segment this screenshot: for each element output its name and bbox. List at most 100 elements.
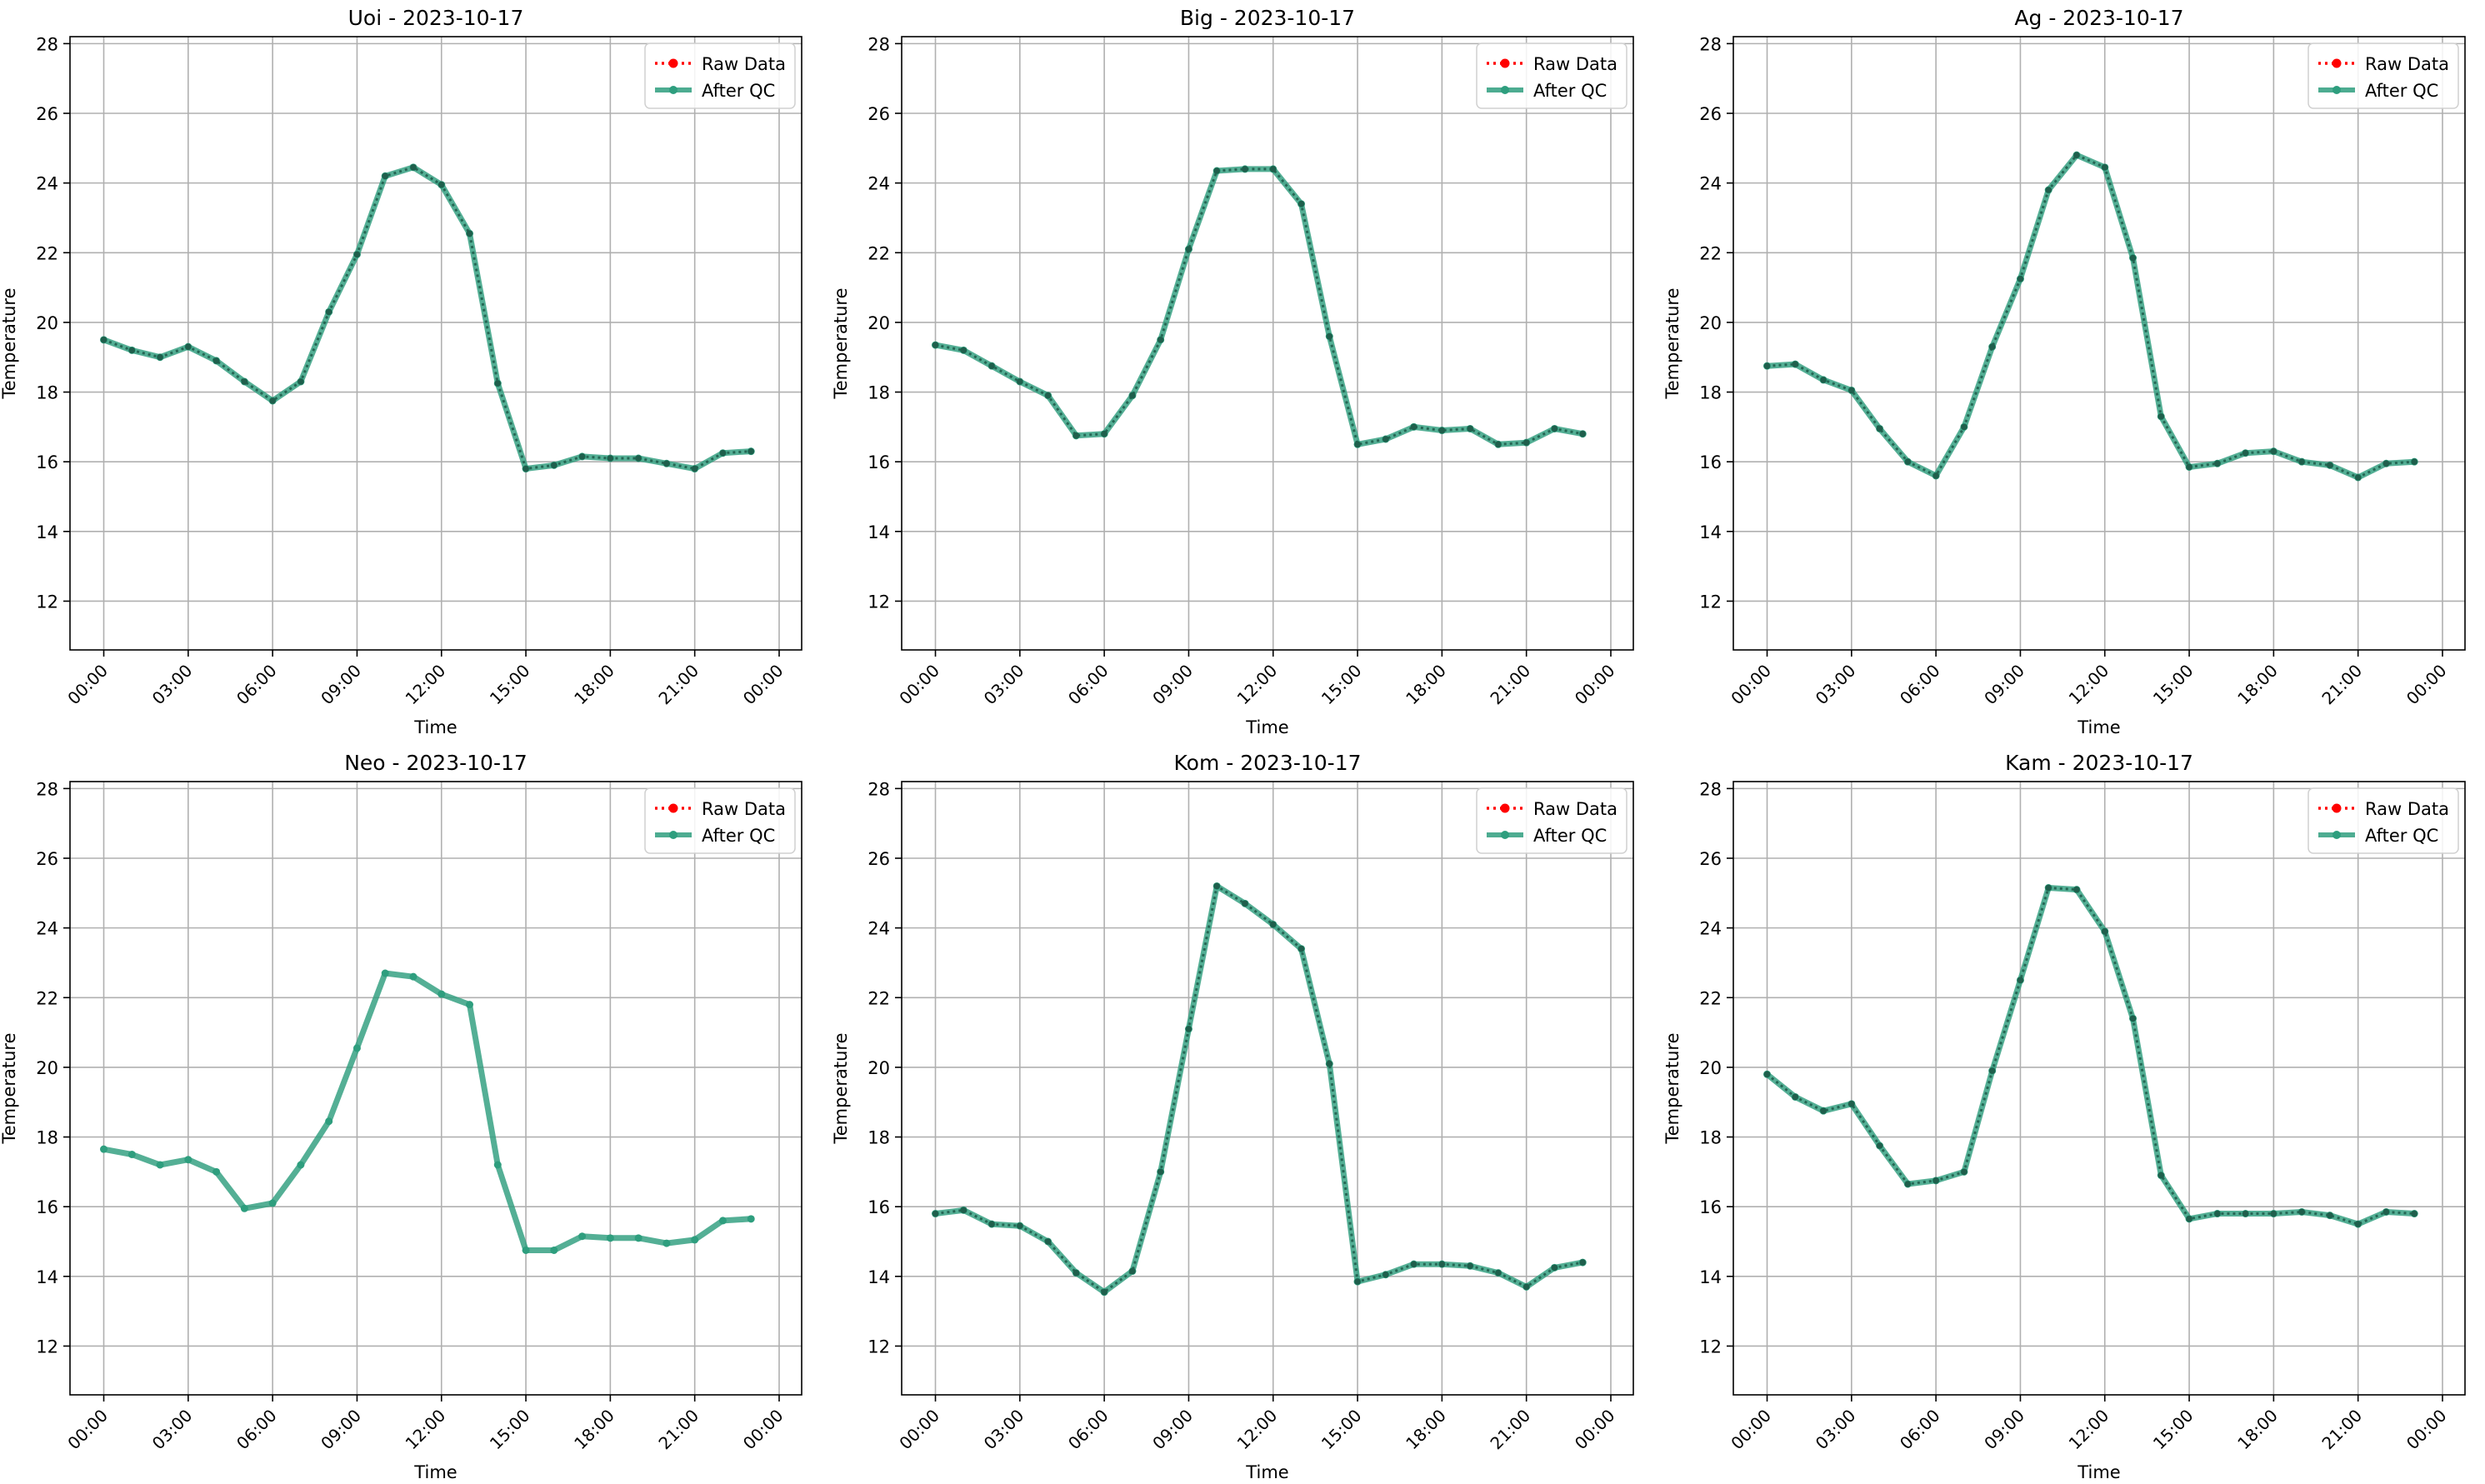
y-tick-label: 26 bbox=[868, 104, 890, 124]
point-raw-data bbox=[2298, 1208, 2305, 1216]
y-axis-label: Temperature bbox=[831, 1032, 851, 1144]
legend: Raw Data After QC bbox=[2308, 42, 2459, 109]
x-tick-label: 18:00 bbox=[1402, 1406, 1450, 1454]
point-after-qc bbox=[409, 972, 418, 981]
point-raw-data bbox=[269, 397, 276, 404]
x-tick-label: 15:00 bbox=[2149, 1406, 2198, 1454]
y-tick-label: 24 bbox=[868, 919, 890, 939]
point-raw-data bbox=[1269, 166, 1277, 172]
legend-label-raw-data: Raw Data bbox=[702, 799, 786, 819]
x-tick-label: 06:00 bbox=[1064, 1406, 1112, 1454]
point-raw-data bbox=[1382, 1271, 1389, 1278]
point-raw-data bbox=[1848, 387, 1855, 394]
legend-label-after-qc: After QC bbox=[1533, 81, 1607, 101]
x-tick-label: 21:00 bbox=[654, 661, 702, 709]
x-tick-label: 15:00 bbox=[486, 661, 534, 709]
y-tick-label: 28 bbox=[868, 779, 890, 799]
point-raw-data bbox=[1326, 332, 1333, 340]
legend: Raw Data After QC bbox=[1476, 42, 1628, 109]
point-after-qc bbox=[100, 1145, 108, 1153]
x-tick-label: 00:00 bbox=[63, 661, 112, 709]
point-raw-data bbox=[1763, 362, 1771, 369]
x-tick-label: 18:00 bbox=[2233, 1406, 2282, 1454]
point-raw-data bbox=[1467, 1262, 1473, 1270]
subplot-2: Big - 2023-10-17 12 14 16 18 20 22 24 26 28 00:00 0… bbox=[831, 6, 1634, 737]
x-tick-label: 03:00 bbox=[1812, 661, 1860, 709]
point-raw-data bbox=[1522, 1283, 1530, 1291]
y-tick-label: 14 bbox=[868, 1267, 890, 1287]
point-raw-data bbox=[1298, 945, 1305, 952]
y-tick-label: 12 bbox=[36, 592, 58, 612]
x-tick-label: 09:00 bbox=[1980, 661, 2028, 709]
point-raw-data bbox=[1438, 1261, 1446, 1267]
point-raw-data bbox=[2214, 460, 2221, 467]
y-tick-label: 28 bbox=[36, 34, 58, 54]
x-axis-label: Time bbox=[413, 1462, 457, 1482]
x-tick-label: 00:00 bbox=[63, 1406, 112, 1454]
x-tick-label: 06:00 bbox=[1896, 661, 1944, 709]
x-axis-label: Time bbox=[2077, 1462, 2120, 1482]
y-tick-label: 14 bbox=[868, 522, 890, 542]
point-after-qc bbox=[212, 1167, 221, 1176]
y-tick-label: 22 bbox=[868, 243, 890, 263]
x-tick-label: 21:00 bbox=[1486, 1406, 1534, 1454]
point-raw-data bbox=[1961, 423, 1968, 431]
point-raw-data bbox=[2158, 1172, 2165, 1179]
y-tick-label: 28 bbox=[868, 34, 890, 54]
point-raw-data bbox=[1848, 1101, 1855, 1107]
y-tick-label: 18 bbox=[1699, 383, 1722, 403]
x-axis-label: Time bbox=[413, 717, 457, 737]
y-tick-label: 26 bbox=[36, 104, 58, 124]
axes-frame bbox=[69, 36, 802, 651]
series-line-raw-data bbox=[1767, 153, 2415, 479]
x-tick-label: 06:00 bbox=[1064, 661, 1112, 709]
x-tick-label: 00:00 bbox=[739, 1406, 788, 1454]
point-after-qc bbox=[184, 1156, 192, 1164]
x-tick-label: 00:00 bbox=[2402, 661, 2451, 709]
point-raw-data bbox=[1438, 427, 1446, 434]
point-raw-data bbox=[635, 455, 642, 462]
legend-label-raw-data: Raw Data bbox=[1533, 799, 1618, 819]
y-tick-label: 24 bbox=[1699, 919, 1722, 939]
point-raw-data bbox=[157, 353, 163, 361]
point-raw-data bbox=[1410, 1261, 1418, 1267]
y-tick-label: 12 bbox=[868, 592, 890, 612]
point-raw-data bbox=[1213, 882, 1221, 890]
point-raw-data bbox=[1269, 921, 1277, 928]
x-tick-label: 09:00 bbox=[317, 1406, 365, 1454]
x-tick-label: 03:00 bbox=[148, 1406, 197, 1454]
point-raw-data bbox=[960, 347, 968, 354]
point-raw-data bbox=[1522, 439, 1530, 446]
point-after-qc bbox=[352, 1044, 361, 1052]
x-tick-label: 12:00 bbox=[402, 661, 450, 709]
point-raw-data bbox=[2242, 1210, 2249, 1217]
x-tick-label: 00:00 bbox=[895, 661, 943, 709]
legend-marker-raw-data bbox=[668, 58, 678, 68]
point-raw-data bbox=[2129, 1015, 2137, 1022]
y-tick-label: 22 bbox=[868, 988, 890, 1008]
x-tick-label: 06:00 bbox=[232, 661, 281, 709]
series-line-after-qc bbox=[1767, 152, 2415, 481]
subplot-3: Ag - 2023-10-17 12 14 16 18 20 22 24 26 28 00:00 03… bbox=[1662, 6, 2466, 737]
point-raw-data bbox=[241, 378, 248, 385]
legend-marker-raw-data bbox=[1500, 803, 1510, 813]
point-raw-data bbox=[1044, 392, 1052, 399]
legend-label-raw-data: Raw Data bbox=[2365, 799, 2449, 819]
point-raw-data bbox=[438, 181, 445, 188]
legend-label-raw-data: Raw Data bbox=[2365, 54, 2449, 74]
point-raw-data bbox=[2298, 458, 2305, 465]
x-tick-label: 15:00 bbox=[2149, 661, 2198, 709]
point-raw-data bbox=[1876, 1142, 1883, 1149]
y-tick-label: 26 bbox=[36, 849, 58, 869]
y-tick-label: 12 bbox=[868, 1337, 890, 1357]
legend-marker-after-qc bbox=[2332, 831, 2341, 839]
point-raw-data bbox=[212, 357, 220, 364]
y-tick-label: 28 bbox=[1699, 34, 1722, 54]
point-raw-data bbox=[1551, 425, 1558, 432]
point-after-qc bbox=[128, 1150, 136, 1158]
y-tick-label: 16 bbox=[1699, 1197, 1722, 1217]
point-raw-data bbox=[100, 337, 108, 343]
point-raw-data bbox=[1932, 472, 1939, 479]
point-raw-data bbox=[1792, 361, 1799, 367]
point-after-qc bbox=[268, 1199, 277, 1207]
